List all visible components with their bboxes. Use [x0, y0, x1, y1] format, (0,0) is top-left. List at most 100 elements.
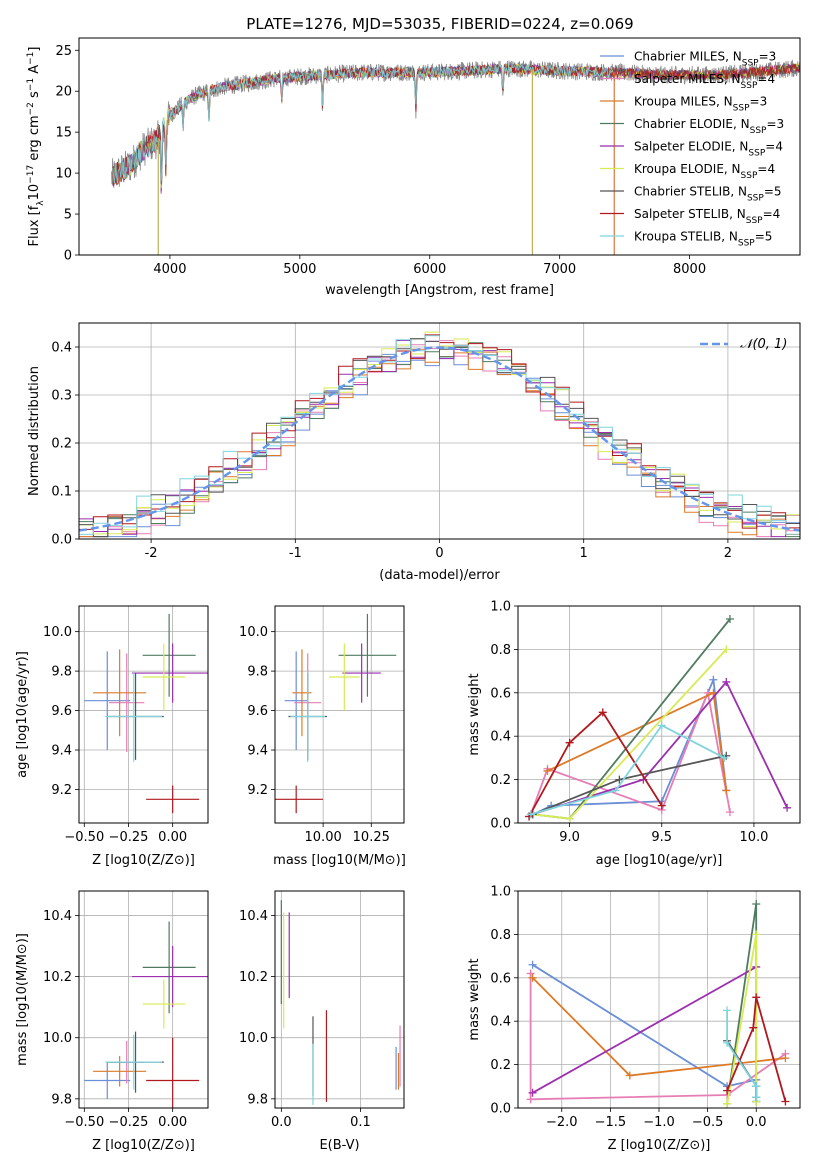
weight-marker	[781, 1054, 790, 1063]
mass_vs_ebv-frame	[274, 890, 405, 1109]
weight-marker	[657, 721, 666, 730]
y-tick-label: 0.4	[51, 341, 72, 356]
weight-marker	[722, 645, 731, 654]
x-tick-label: 0	[435, 546, 443, 561]
weight-line-1	[529, 973, 786, 1101]
weight-marker	[528, 960, 537, 969]
axes-age_vs_Z: −0.50 −0.25 0.00 9.2 9.4 9.6 9.8 10.0	[43, 606, 208, 845]
mass_vs_Z-frame	[78, 890, 209, 1109]
x-axis-label: Z [log10(Z/Z⊙)]	[92, 853, 195, 868]
y-tick-label: 0.2	[51, 437, 72, 452]
weight_vs_age-frame	[517, 605, 801, 824]
y-tick-label: 0.8	[490, 643, 511, 658]
y-tick-label: 0.1	[51, 485, 72, 500]
x-tick-label: 6000	[413, 262, 446, 277]
y-tick-label: 10.4	[239, 909, 268, 924]
y-tick-label: 15	[55, 126, 72, 141]
age_vs_mass-frame	[274, 605, 405, 824]
y-tick-label: 9.4	[51, 744, 72, 759]
y-tick-label: 0.4	[490, 1015, 511, 1030]
y-tick-label: 10.2	[239, 970, 268, 985]
y-axis-label: age [log10(age/yr)]	[15, 651, 30, 778]
weight-marker	[723, 1006, 732, 1015]
legend-label-1: Salpeter MILES, NSSP=4	[634, 72, 775, 91]
weight-line-5	[532, 648, 727, 820]
y-tick-label: 0.0	[51, 533, 72, 548]
errorbars-mass_vs_Z	[84, 921, 208, 1108]
y-tick-label: 9.8	[247, 665, 268, 680]
x-tick-label: -2	[145, 546, 158, 561]
y-tick-label: 10.0	[239, 625, 268, 640]
weight-line-4	[532, 680, 788, 816]
y-tick-label: 0.0	[490, 1102, 511, 1117]
x-tick-label: 10.00	[305, 830, 342, 845]
weight-marker	[783, 803, 792, 812]
weight-marker	[725, 615, 734, 624]
spectrum-frame	[78, 37, 801, 256]
y-tick-label: 1.0	[490, 600, 511, 615]
age_vs_Z-frame	[78, 605, 209, 824]
y-axis-label: mass weight	[467, 958, 482, 1040]
legend-label-6: Chabrier STELIB, NSSP=5	[634, 185, 782, 204]
y-tick-label: 9.6	[247, 704, 268, 719]
weight_vs_Z-frame	[517, 890, 801, 1109]
x-tick-label: 7000	[543, 262, 576, 277]
axes-age_vs_mass: 10.00 10.25 9.2 9.4 9.6 9.8 10.0	[239, 606, 404, 845]
figure-title: PLATE=1276, MJD=53035, FIBERID=0224, z=0…	[246, 15, 633, 33]
weight-marker	[722, 786, 731, 795]
histogram-8	[79, 335, 800, 535]
weights-weight_vs_Z	[526, 900, 790, 1108]
weight-marker	[611, 786, 620, 795]
x-tick-label: −0.50	[64, 1115, 104, 1130]
weight-marker	[528, 1088, 537, 1097]
weight-marker	[749, 1023, 758, 1032]
y-tick-label: 0	[64, 249, 72, 264]
y-tick-label: 0.6	[490, 971, 511, 986]
y-tick-label: 5	[64, 208, 72, 223]
y-tick-label: 20	[55, 85, 72, 100]
x-tick-label: 5000	[283, 262, 316, 277]
x-tick-label: 0.0	[271, 1115, 292, 1130]
x-tick-label: 2	[724, 546, 732, 561]
x-tick-label: 8000	[673, 262, 706, 277]
y-tick-label: 0.4	[490, 730, 511, 745]
weight-marker	[752, 930, 761, 939]
weight-line-3	[532, 618, 731, 820]
x-tick-label: 4000	[153, 262, 186, 277]
y-tick-label: 10.0	[43, 1031, 72, 1046]
legend-label-gaussian: 𝒩(0, 1)	[740, 337, 787, 352]
errorbars-age_vs_Z	[84, 613, 208, 814]
x-tick-label: 0.00	[158, 830, 187, 845]
y-tick-label: 9.2	[247, 783, 268, 798]
weight-line-7	[528, 710, 663, 817]
y-tick-label: 9.8	[51, 1092, 72, 1107]
x-tick-label: 9.5	[651, 830, 672, 845]
x-tick-label: −2.0	[546, 1115, 578, 1130]
x-axis-label: wavelength [Angstrom, rest frame]	[325, 283, 554, 298]
weight-marker	[528, 973, 537, 982]
y-tick-label: 9.2	[51, 783, 72, 798]
weight-marker	[722, 677, 731, 686]
gaussian-curve	[79, 346, 800, 532]
legend-label-8: Kroupa STELIB, NSSP=5	[634, 230, 772, 249]
x-tick-label: −1.5	[595, 1115, 627, 1130]
x-tick-label: 9.0	[559, 830, 580, 845]
x-axis-label: Z [log10(Z/Z⊙)]	[92, 1138, 195, 1153]
axes-mass_vs_Z: −0.50 −0.25 0.00 9.8 10.0 10.2 10.4	[43, 891, 208, 1130]
weight-line-8	[530, 724, 725, 816]
errorbars-mass_vs_ebv	[280, 900, 401, 1105]
y-tick-label: 9.6	[51, 704, 72, 719]
x-axis-label: Z [log10(Z/Z⊙)]	[608, 1138, 711, 1153]
weight-marker	[723, 1038, 732, 1047]
x-tick-label: −0.50	[64, 830, 104, 845]
x-axis-label: (data-model)/error	[379, 568, 500, 583]
weight-line-7	[726, 997, 787, 1102]
weight-marker	[565, 814, 574, 823]
y-axis-label: Normed distribution	[27, 366, 42, 496]
x-tick-label: 0.00	[158, 1115, 187, 1130]
weight-marker	[526, 810, 535, 819]
legend: Chabrier MILES, NSSP=3 Salpeter MILES, NS…	[600, 50, 784, 249]
y-tick-label: 10.4	[43, 909, 72, 924]
axes-mass_vs_ebv: 0.0 0.1 9.8 10.0 10.2 10.4	[239, 891, 404, 1130]
legend-label-0: Chabrier MILES, NSSP=3	[634, 50, 776, 69]
